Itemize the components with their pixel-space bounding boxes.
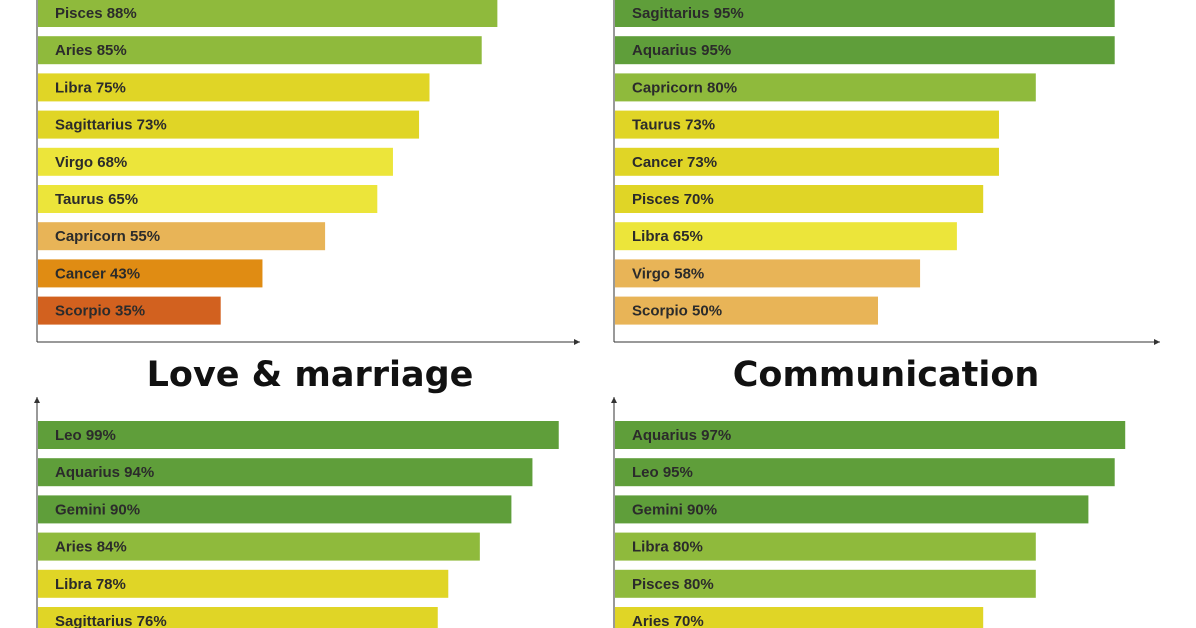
bar-bottom-left-3 (38, 532, 480, 561)
bar-label-top-right-3: Taurus 73% (632, 117, 715, 134)
bar-top-left-0 (38, 0, 498, 27)
bar-top-left-1 (38, 36, 482, 65)
bar-label-top-left-2: Libra 75% (55, 79, 126, 96)
bar-bottom-right-0 (615, 421, 1126, 449)
bar-label-bottom-right-2: Gemini 90% (632, 501, 717, 518)
bar-label-bottom-right-0: Aquarius 97% (632, 427, 731, 444)
bar-label-top-left-4: Virgo 68% (55, 154, 127, 171)
chart-top-left-svg: Pisces 88% Aries 85% Libra 75% Sagittarius … (36, 0, 580, 345)
bar-label-top-left-1: Aries 85% (55, 42, 127, 59)
bar-label-bottom-left-4: Libra 78% (55, 576, 126, 593)
bar-label-bottom-right-5: Aries 70% (632, 613, 704, 628)
bar-label-top-left-0: Pisces 88% (55, 5, 137, 22)
bar-top-left-7 (38, 259, 263, 288)
chart-top-right: Sagittarius 95% Aquarius 95% Capricorn 80%… (613, 0, 1160, 345)
bar-top-right-7 (615, 259, 921, 288)
chart-bottom-left-svg: Leo 99% Aquarius 94% Gemini 90% Aries 84% Li… (34, 397, 559, 628)
bar-top-right-0 (615, 0, 1115, 27)
love-marriage-title: Love & marriage (146, 355, 474, 395)
bar-bottom-right-1 (615, 458, 1115, 487)
bar-label-top-right-0: Sagittarius 95% (632, 5, 744, 22)
bar-bottom-left-0 (38, 421, 559, 449)
bar-label-top-right-1: Aquarius 95% (632, 42, 731, 59)
bar-label-bottom-left-5: Sagittarius 76% (55, 613, 167, 628)
bar-top-left-8 (38, 296, 221, 325)
x-axis-arrow-top-right (1154, 339, 1160, 345)
bar-label-top-right-7: Virgo 58% (632, 265, 704, 282)
chart-top-left: Pisces 88% Aries 85% Libra 75% Sagittarius … (0, 0, 600, 350)
y-axis-arrow-bottom-right (611, 397, 617, 403)
bar-label-top-left-6: Capricorn 55% (55, 228, 160, 245)
bar-label-top-left-8: Scorpio 35% (55, 303, 145, 320)
bar-label-top-left-3: Sagittarius 73% (55, 117, 167, 134)
bar-top-left-3 (38, 110, 420, 139)
bar-bottom-right-5 (615, 607, 984, 628)
bar-bottom-right-3 (615, 532, 1036, 561)
bar-top-right-5 (615, 185, 984, 213)
bar-top-left-6 (38, 222, 326, 251)
bar-label-bottom-left-1: Aquarius 94% (55, 464, 154, 481)
bar-label-bottom-right-3: Libra 80% (632, 539, 703, 556)
bar-bottom-left-4 (38, 569, 449, 598)
bar-top-right-4 (615, 147, 999, 176)
chart-top-right-svg: Sagittarius 95% Aquarius 95% Capricorn 80%… (613, 0, 1160, 345)
bar-top-right-2 (615, 73, 1036, 102)
bar-bottom-left-5 (38, 607, 438, 628)
bar-label-top-right-6: Libra 65% (632, 228, 703, 245)
bar-label-bottom-right-4: Pisces 80% (632, 576, 714, 593)
bar-label-bottom-right-1: Leo 95% (632, 464, 693, 481)
communication-title: Communication (732, 355, 1040, 395)
bar-top-right-1 (615, 36, 1115, 65)
bar-label-top-right-5: Pisces 70% (632, 191, 714, 208)
bar-label-top-right-8: Scorpio 50% (632, 303, 722, 320)
chart-bottom-left: Leo 99% Aquarius 94% Gemini 90% Aries 84% Li… (34, 397, 559, 628)
bar-bottom-left-1 (38, 458, 533, 487)
bar-bottom-right-4 (615, 569, 1036, 598)
bar-label-bottom-left-2: Gemini 90% (55, 501, 140, 518)
bar-top-right-6 (615, 222, 957, 251)
bar-top-right-8 (615, 296, 878, 325)
bar-label-top-left-5: Taurus 65% (55, 191, 138, 208)
bar-label-bottom-left-3: Aries 84% (55, 539, 127, 556)
bar-label-top-right-4: Cancer 73% (632, 154, 717, 171)
bar-top-left-4 (38, 147, 393, 176)
bar-bottom-left-2 (38, 495, 512, 524)
bar-label-top-right-2: Capricorn 80% (632, 79, 737, 96)
bar-top-right-3 (615, 110, 999, 139)
bar-top-left-5 (38, 185, 378, 213)
x-axis-arrow-top-left (574, 339, 580, 345)
y-axis-arrow-bottom-left (34, 397, 40, 403)
bar-top-left-2 (38, 73, 430, 102)
bar-label-top-left-7: Cancer 43% (55, 265, 140, 282)
bar-bottom-right-2 (615, 495, 1089, 524)
bar-label-bottom-left-0: Leo 99% (55, 427, 116, 444)
